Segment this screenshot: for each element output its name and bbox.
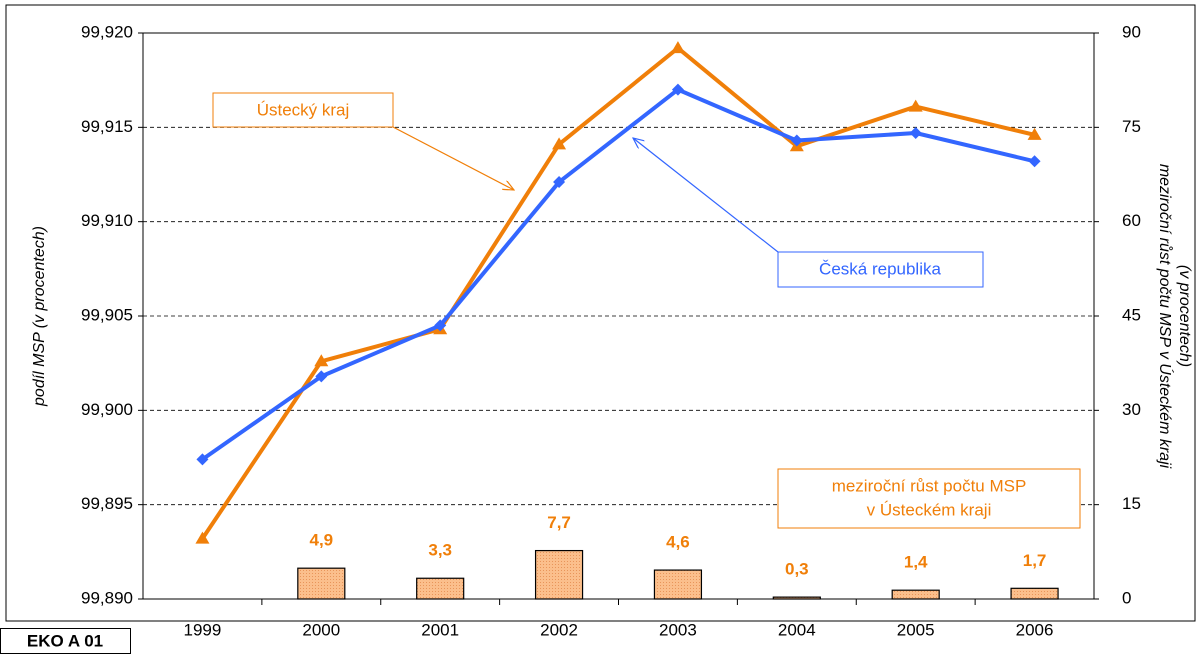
y-tick-label: 99,900 (81, 400, 133, 419)
bar (297, 567, 346, 600)
data-label: 4,6 (666, 533, 690, 552)
marker (434, 319, 447, 332)
chart-frame (5, 4, 1196, 622)
data-label: 1,4 (904, 553, 928, 572)
marker (196, 453, 209, 466)
y-tick-label: 99,905 (81, 305, 133, 324)
y2-tick-label: 75 (1122, 117, 1141, 136)
data-label: 1,7 (1023, 551, 1047, 570)
annotation-arrow (633, 138, 779, 253)
data-label: 3,3 (428, 541, 452, 560)
y-axis-label: podíl MSP (v procentech) (31, 226, 48, 407)
x-tick-label: 2004 (778, 620, 816, 639)
badge: EKO A 01 (27, 631, 103, 650)
y2-tick-label: 45 (1122, 305, 1141, 324)
series-label: meziroční růst počtu MSP (832, 476, 1027, 495)
marker (553, 176, 566, 189)
bar (891, 589, 940, 600)
data-label: 4,9 (309, 531, 333, 550)
marker (195, 531, 210, 544)
marker (315, 370, 328, 383)
annotation-box (212, 92, 394, 128)
x-tick-label: 2002 (540, 620, 578, 639)
y-tick-label: 99,890 (81, 588, 133, 607)
marker (909, 126, 922, 139)
x-tick-label: 2005 (897, 620, 935, 639)
annotation-box (777, 251, 984, 288)
plot-frame (142, 32, 1095, 600)
series-label: v Ústeckém kraji (867, 500, 992, 519)
badge-box (0, 628, 131, 654)
bar (534, 549, 584, 600)
x-tick-label: 2001 (421, 620, 459, 639)
data-label: 7,7 (547, 513, 571, 532)
marker (1027, 127, 1042, 140)
annotation-box (777, 468, 1081, 529)
marker (908, 99, 923, 112)
marker (671, 83, 684, 96)
series-label: Česká republika (819, 259, 941, 278)
line (200, 46, 1036, 540)
y-tick-label: 99,920 (81, 22, 133, 41)
data-label: 0,3 (785, 560, 809, 579)
y2-tick-label: 90 (1122, 22, 1141, 41)
x-tick-label: 2003 (659, 620, 697, 639)
marker (552, 137, 567, 150)
series-label: Ústecký kraj (257, 100, 350, 119)
x-tick-label: 2006 (1016, 620, 1054, 639)
marker (1028, 155, 1041, 168)
y2-tick-label: 60 (1122, 211, 1141, 230)
y-tick-label: 99,895 (81, 494, 133, 513)
marker (670, 41, 685, 54)
y2-tick-label: 30 (1122, 400, 1141, 419)
bar (416, 577, 465, 600)
bar (653, 569, 703, 600)
marker (790, 134, 803, 147)
y2-axis-label: meziroční růst počtu MSP v Ústeckém kraj… (1156, 164, 1175, 469)
bar (1010, 587, 1059, 600)
annotation-arrow (392, 126, 514, 190)
x-tick-label: 2000 (302, 620, 340, 639)
y-tick-label: 99,910 (81, 211, 133, 230)
y2-tick-label: 15 (1122, 494, 1141, 513)
y2-axis-label: (v procentech) (1176, 265, 1193, 367)
x-tick-label: 1999 (184, 620, 222, 639)
line (201, 87, 1036, 462)
y2-tick-label: 0 (1122, 588, 1131, 607)
y-tick-label: 99,915 (81, 117, 133, 136)
marker (314, 354, 329, 367)
